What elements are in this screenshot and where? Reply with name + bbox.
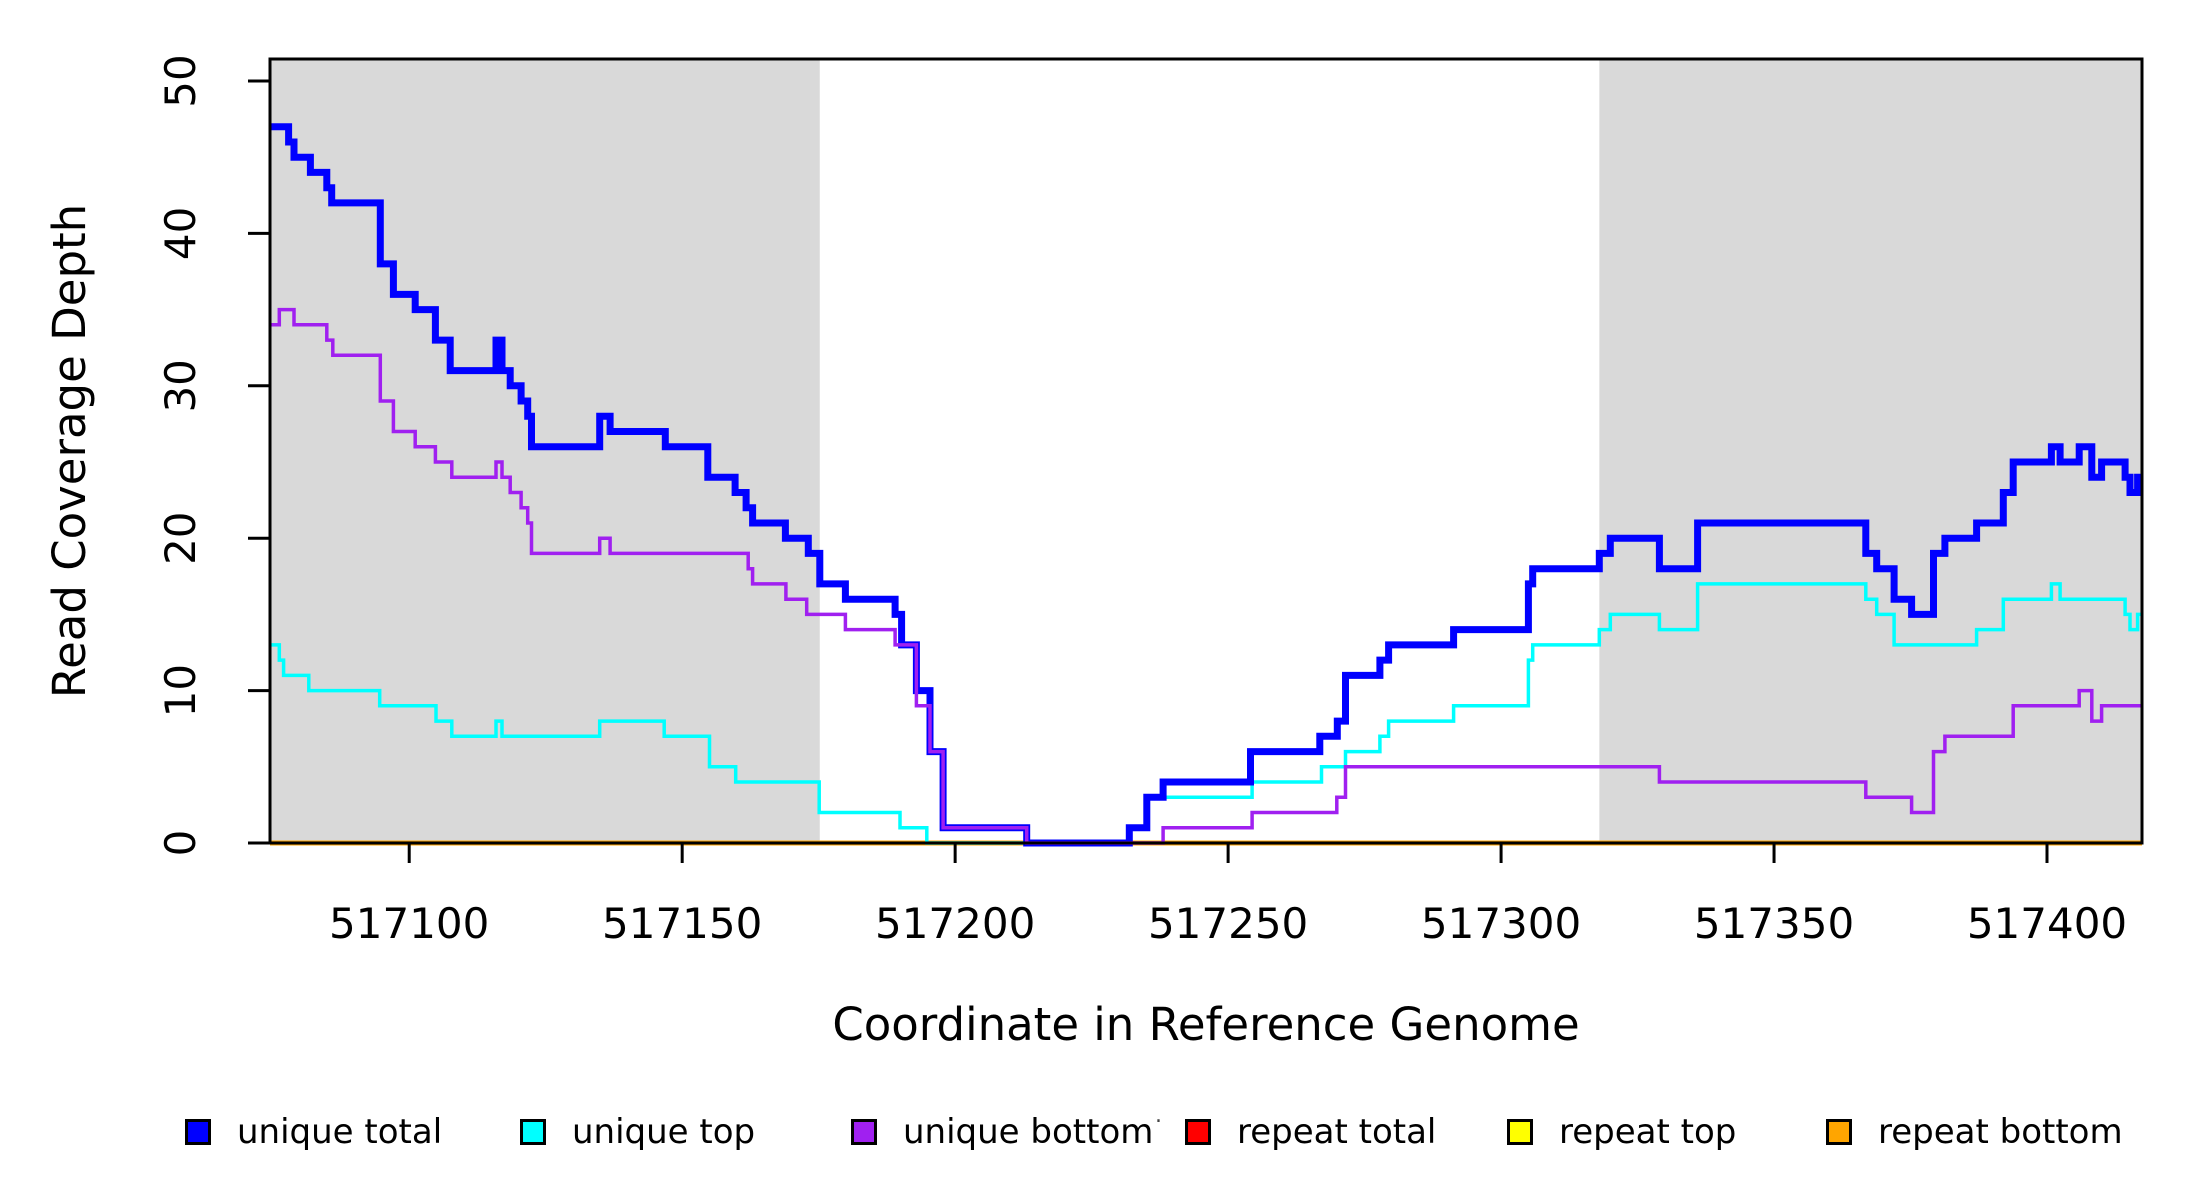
y-tick-label: 10 bbox=[156, 664, 205, 717]
y-tick-label: 50 bbox=[156, 54, 205, 107]
y-tick-label: 30 bbox=[156, 359, 205, 412]
x-tick-label: 517300 bbox=[1421, 899, 1581, 948]
shaded-regions bbox=[270, 59, 2142, 843]
x-tick-label: 517200 bbox=[875, 899, 1035, 948]
y-tick-label: 20 bbox=[156, 511, 205, 564]
x-tick-label: 517400 bbox=[1967, 899, 2127, 948]
y-axis-title: Read Coverage Depth bbox=[43, 204, 96, 698]
x-axis-title: Coordinate in Reference Genome bbox=[832, 998, 1579, 1051]
y-tick-label: 0 bbox=[156, 830, 205, 857]
x-tick-label: 517250 bbox=[1148, 899, 1308, 948]
stray-dot: . bbox=[1155, 1103, 1162, 1128]
plot-box bbox=[268, 57, 2144, 845]
series-line-unique-bottom bbox=[270, 307, 2142, 845]
x-tick-label: 517150 bbox=[602, 899, 762, 948]
left-repeat-region bbox=[270, 59, 820, 843]
axis-tick-labels: 517100 517150 517200 517250 517300 517350 5174… bbox=[156, 54, 2127, 948]
plot-border bbox=[268, 57, 2144, 845]
series-line-unique-top bbox=[270, 582, 2142, 845]
x-tick-label: 517350 bbox=[1694, 899, 1854, 948]
axis-ticks bbox=[248, 79, 2049, 863]
x-tick-label: 517100 bbox=[329, 899, 489, 948]
y-tick-label: 40 bbox=[156, 207, 205, 260]
